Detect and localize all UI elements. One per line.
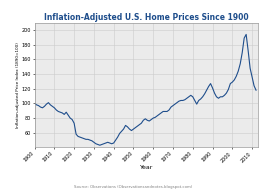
Title: Inflation-Adjusted U.S. Home Prices Since 1900: Inflation-Adjusted U.S. Home Prices Sinc… (44, 13, 249, 22)
X-axis label: Year: Year (140, 165, 153, 170)
Y-axis label: Inflation-adjusted Price Index (1890=100): Inflation-adjusted Price Index (1890=100… (16, 42, 20, 128)
Text: Source: Observations (Observationsandnotes.blogspot.com): Source: Observations (Observationsandnot… (74, 185, 192, 189)
